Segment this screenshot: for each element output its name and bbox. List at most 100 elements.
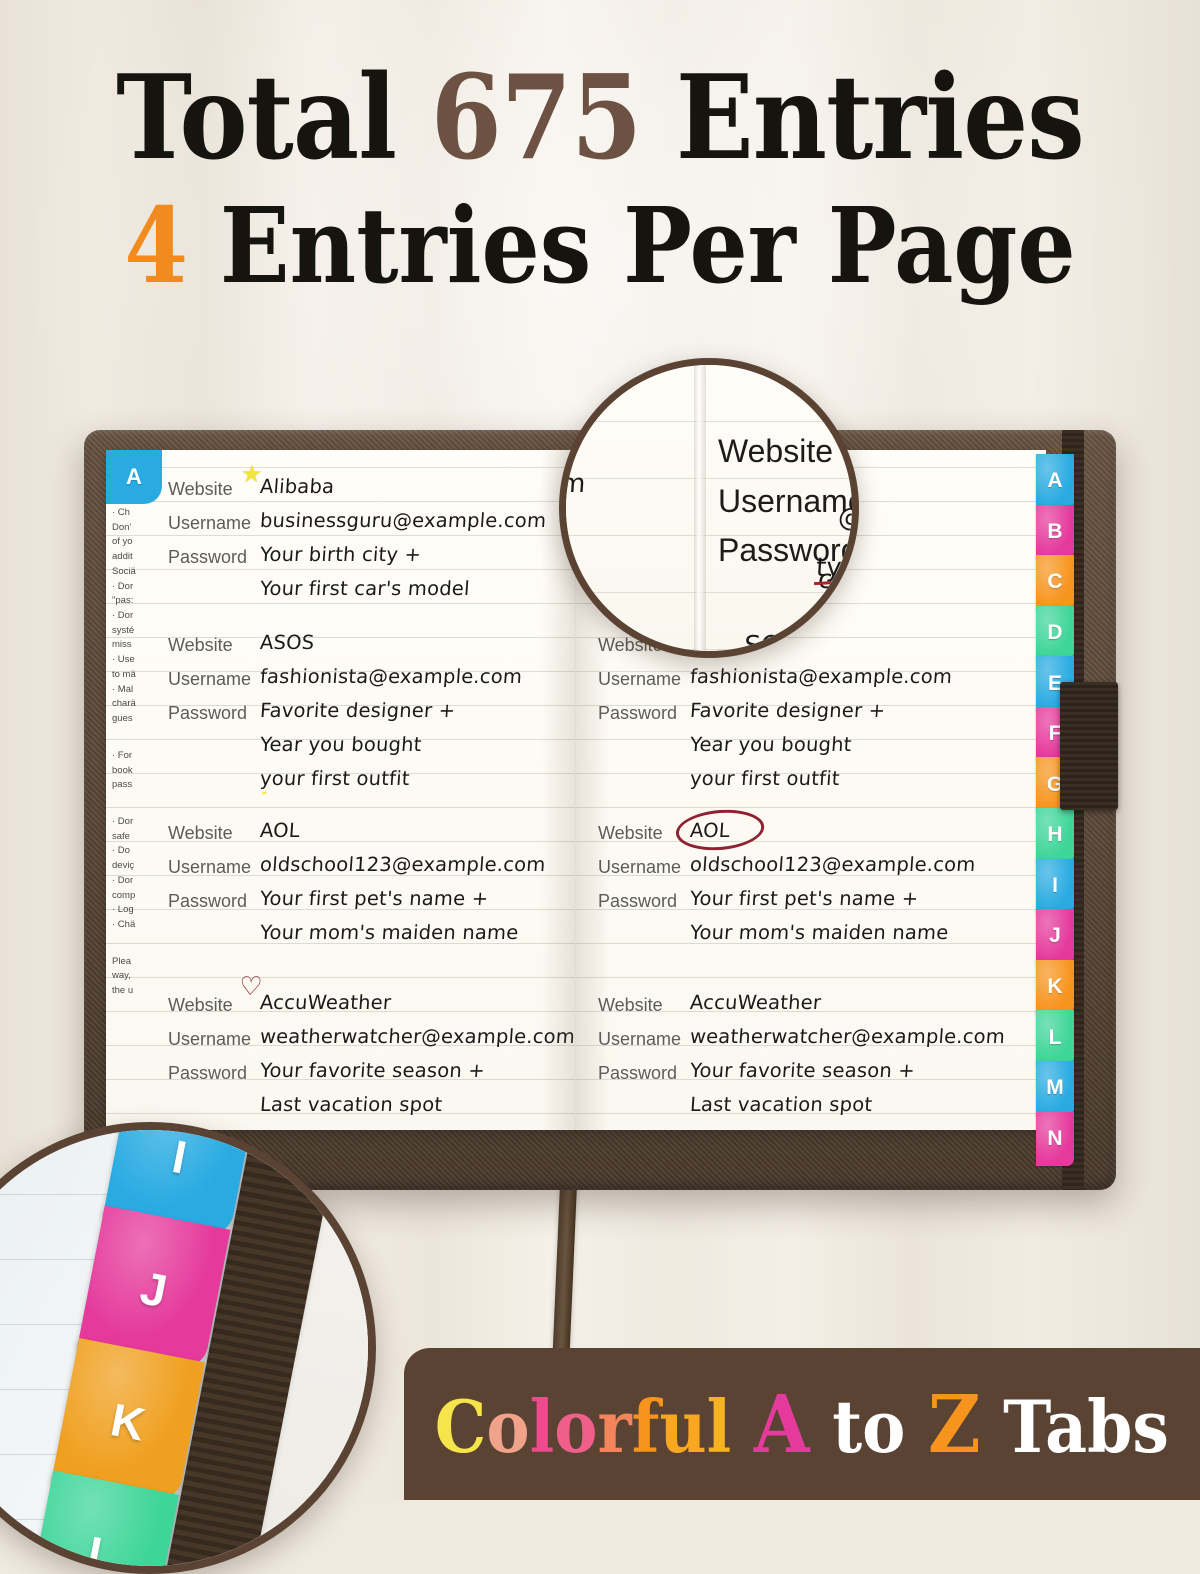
fineprint-line: Plea <box>112 955 132 967</box>
entry-row-password: Password Your birth city + <box>168 540 565 574</box>
fineprint-line: safe <box>112 830 130 842</box>
page-subtitle: 4 Entries Per Page <box>72 191 1128 300</box>
banner-colorful-letter: u <box>659 1384 707 1469</box>
entry-row-password-cont: Your first car's model <box>168 574 565 608</box>
entry-row-password: Password Favorite designer + <box>598 696 1036 730</box>
alphabet-tab-d[interactable]: D <box>1036 605 1074 661</box>
tab-a-label: A <box>126 464 142 489</box>
alphabet-tab-j[interactable]: J <box>1036 909 1074 964</box>
banner-space-3 <box>906 1384 929 1469</box>
fineprint-line: addit <box>112 551 133 563</box>
alphabet-tab-i[interactable]: I <box>1036 858 1074 914</box>
entry-row-website: Website AccuWeather <box>598 988 1036 1022</box>
ruled-lines-left <box>106 450 575 1130</box>
alphabet-tab-a[interactable]: A <box>1036 454 1074 509</box>
alphabet-tab-label: G <box>1046 772 1064 796</box>
fineprint-line: · Ch <box>112 507 130 518</box>
alphabet-tab-label: F <box>1048 722 1062 746</box>
label-username: Username <box>168 669 252 689</box>
label-password: Password <box>168 703 248 723</box>
value-website: AOL <box>675 806 765 854</box>
entries-left: Website Alibaba ★ Username businessguru@e… <box>168 460 575 1130</box>
banner-space-4 <box>981 1384 1004 1469</box>
fineprint-line: · Dor <box>112 610 134 622</box>
alphabet-tab-n[interactable]: N <box>1036 1111 1074 1167</box>
entry-row-username: Username fashionista@example.com <box>598 662 1036 696</box>
value-website: ASOS <box>259 631 316 654</box>
headline-prefix: Total <box>116 50 431 186</box>
alphabet-tab-k[interactable]: K <box>1036 959 1074 1015</box>
entry-row-password-cont: Last vacation spot <box>168 1090 565 1124</box>
value-password-line1: Your first pet's name + <box>689 887 920 910</box>
notebook: A · Ch Don' of yo addit Sociä · Dor "pas: · Dor… <box>84 430 1118 1190</box>
alphabet-tab-b[interactable]: B <box>1036 504 1074 560</box>
value-password-line1: Your first pet's name + <box>259 887 490 910</box>
heart-icon: ♡ <box>238 972 264 1002</box>
fineprint-line: · Dor <box>112 580 134 592</box>
entry-accuweather: Website AccuWeather ♡ Username weatherwat… <box>168 972 575 1124</box>
banner-letter-z: Z <box>928 1377 981 1471</box>
fineprint-line: charä <box>112 698 136 710</box>
value-password-line2: Year you bought <box>689 733 853 756</box>
label-website: Website <box>598 995 663 1015</box>
label-password: Password <box>168 891 248 911</box>
fineprint-line: Sociä <box>112 565 136 577</box>
fineprint-line: · Use <box>112 654 135 666</box>
entry-row-website: Website ASOS <box>168 628 565 662</box>
value-website: AccuWeather <box>689 991 822 1014</box>
fineprint-line: · Mal <box>112 683 134 695</box>
entry-row-password-cont: Last vacation spot <box>598 1090 1036 1124</box>
magnifier-top-labels: Website Username Password <box>718 427 859 576</box>
tab-a-left-page[interactable]: A <box>106 450 162 504</box>
magnifier-fragment-left: m <box>559 469 587 499</box>
alphabet-tab-strip[interactable]: A B C D E F G H I J K L M N <box>1036 454 1074 1167</box>
magnifier-label-username: Username <box>718 482 859 519</box>
alphabet-tab-label: D <box>1047 621 1063 645</box>
entry-row-password-cont: Year you bought <box>168 730 565 764</box>
red-circle-icon <box>675 806 765 854</box>
page-title: Total 675 Entries <box>72 58 1128 179</box>
value-password-line1: Your favorite season + <box>259 1059 486 1082</box>
label-password: Password <box>598 703 678 723</box>
subheadline-number: 4 <box>124 183 189 307</box>
alphabet-tab-label: M <box>1046 1076 1064 1100</box>
entry-row-website: Website AOL <box>168 816 565 850</box>
entry-asos: Website ASOS Username fashionista@exampl… <box>168 628 565 798</box>
alphabet-tab-m[interactable]: M <box>1036 1060 1074 1116</box>
fineprint-line: book <box>112 764 133 776</box>
entry-aol: Website AOL Username oldschool123@exampl… <box>168 816 565 952</box>
elastic-closure-band <box>1060 682 1118 810</box>
value-password-line1: Your birth city + <box>259 543 422 566</box>
magnified-tab-label: L <box>83 1525 122 1574</box>
label-password: Password <box>168 1063 248 1083</box>
label-username: Username <box>598 857 682 877</box>
label-username: Username <box>598 669 682 689</box>
banner-colorful-letter: l <box>706 1384 732 1469</box>
entry-asos: Website ASOS Username fashionista@exampl… <box>598 628 1036 798</box>
entry-row-website: Website Alibaba ★ <box>168 460 565 506</box>
magnifier-label-website: Website <box>718 433 834 469</box>
fineprint-line: · Chä <box>112 918 136 930</box>
magnified-tab-label: I <box>168 1129 191 1184</box>
fineprint-gap <box>112 727 168 749</box>
value-website: Alibaba ★ <box>239 460 336 498</box>
entry-aol: Website AOL Username oldschool123@exampl… <box>598 806 1036 952</box>
fineprint-line: comp <box>112 889 136 901</box>
alphabet-tab-h[interactable]: H <box>1036 808 1074 863</box>
fineprint-line: Don' <box>112 521 132 533</box>
headline-block: Total 675 Entries 4 Entries Per Page <box>0 58 1200 300</box>
alphabet-tab-label: J <box>1049 924 1061 948</box>
value-website: AccuWeather ♡ <box>238 972 392 1014</box>
headline-suffix: Entries <box>641 50 1085 186</box>
fineprint-line: · Do <box>112 845 130 857</box>
magnifier-label-password: Password <box>718 532 859 569</box>
fineprint-line: miss <box>112 639 132 651</box>
alphabet-tab-c[interactable]: C <box>1036 555 1074 610</box>
entry-row-username: Username fashionista@example.com <box>168 662 565 696</box>
banner-colorful-letter: f <box>631 1384 660 1469</box>
banner-colorful-letter: C <box>434 1384 487 1469</box>
alphabet-tab-label: C <box>1047 570 1063 594</box>
alphabet-tab-l[interactable]: L <box>1036 1010 1074 1065</box>
label-password: Password <box>598 891 678 911</box>
entry-row-password: Password Your favorite season + <box>168 1056 565 1090</box>
